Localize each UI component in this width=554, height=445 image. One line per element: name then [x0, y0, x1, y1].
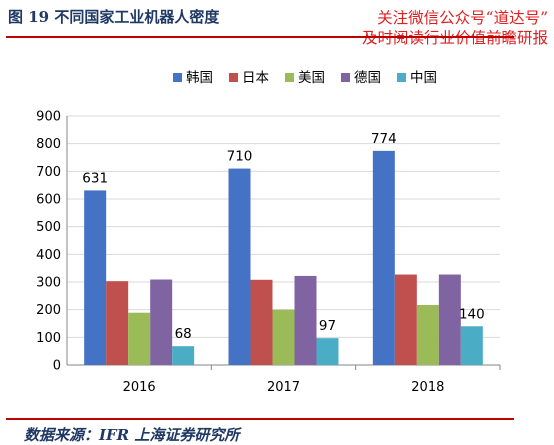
legend-swatch: [397, 73, 406, 82]
y-tick-label: 700: [36, 165, 61, 180]
legend-swatch: [173, 73, 182, 82]
x-tick-label: 2018: [411, 380, 444, 395]
x-tick-label: 2017: [267, 380, 300, 395]
y-tick-label: 0: [53, 359, 61, 374]
bar: [250, 279, 273, 365]
source-note: 数据来源：IFR 上海证券研究所: [24, 426, 240, 444]
data-label: 140: [459, 306, 485, 322]
y-tick-label: 500: [36, 220, 61, 235]
watermark-line-2: 及时阅读行业价值前瞻研报: [361, 29, 548, 47]
source-divider: [6, 418, 514, 420]
y-tick-label: 600: [36, 193, 61, 208]
legend-label: 中国: [410, 70, 437, 86]
bar: [460, 326, 483, 365]
figure-title: 图 19 不同国家工业机器人密度: [8, 8, 220, 26]
legend-label: 美国: [298, 70, 325, 86]
bar: [372, 150, 395, 365]
y-tick-label: 200: [36, 303, 61, 318]
data-label: 631: [82, 170, 108, 186]
legend-label: 德国: [354, 70, 381, 86]
data-label: 68: [175, 326, 192, 342]
legend-label: 日本: [242, 70, 269, 86]
data-label: 97: [319, 318, 336, 334]
bar: [416, 304, 439, 365]
y-tick-label: 900: [36, 110, 61, 125]
bar: [172, 346, 195, 365]
y-tick-label: 100: [36, 331, 61, 346]
bar: [128, 312, 151, 365]
data-label: 774: [371, 131, 397, 147]
y-tick-label: 300: [36, 276, 61, 291]
legend-swatch: [341, 73, 350, 82]
legend-label: 韩国: [186, 70, 213, 86]
bar: [106, 281, 129, 365]
legend-swatch: [285, 73, 294, 82]
x-tick-label: 2016: [123, 380, 156, 395]
bar: [394, 274, 417, 365]
bar: [228, 168, 251, 365]
bar: [84, 190, 107, 365]
bar: [294, 275, 317, 365]
data-label: 710: [227, 149, 253, 165]
bar: [438, 274, 461, 365]
watermark-text: 关注微信公众号“道达号” 及时阅读行业价值前瞻研报: [362, 8, 548, 48]
y-tick-label: 400: [36, 248, 61, 263]
watermark-line-1: 关注微信公众号“道达号”: [377, 9, 548, 27]
legend-swatch: [229, 73, 238, 82]
bar: [272, 309, 295, 365]
y-tick-label: 800: [36, 137, 61, 152]
bar: [316, 338, 339, 365]
title-divider: [6, 36, 514, 38]
bar: [150, 279, 173, 365]
